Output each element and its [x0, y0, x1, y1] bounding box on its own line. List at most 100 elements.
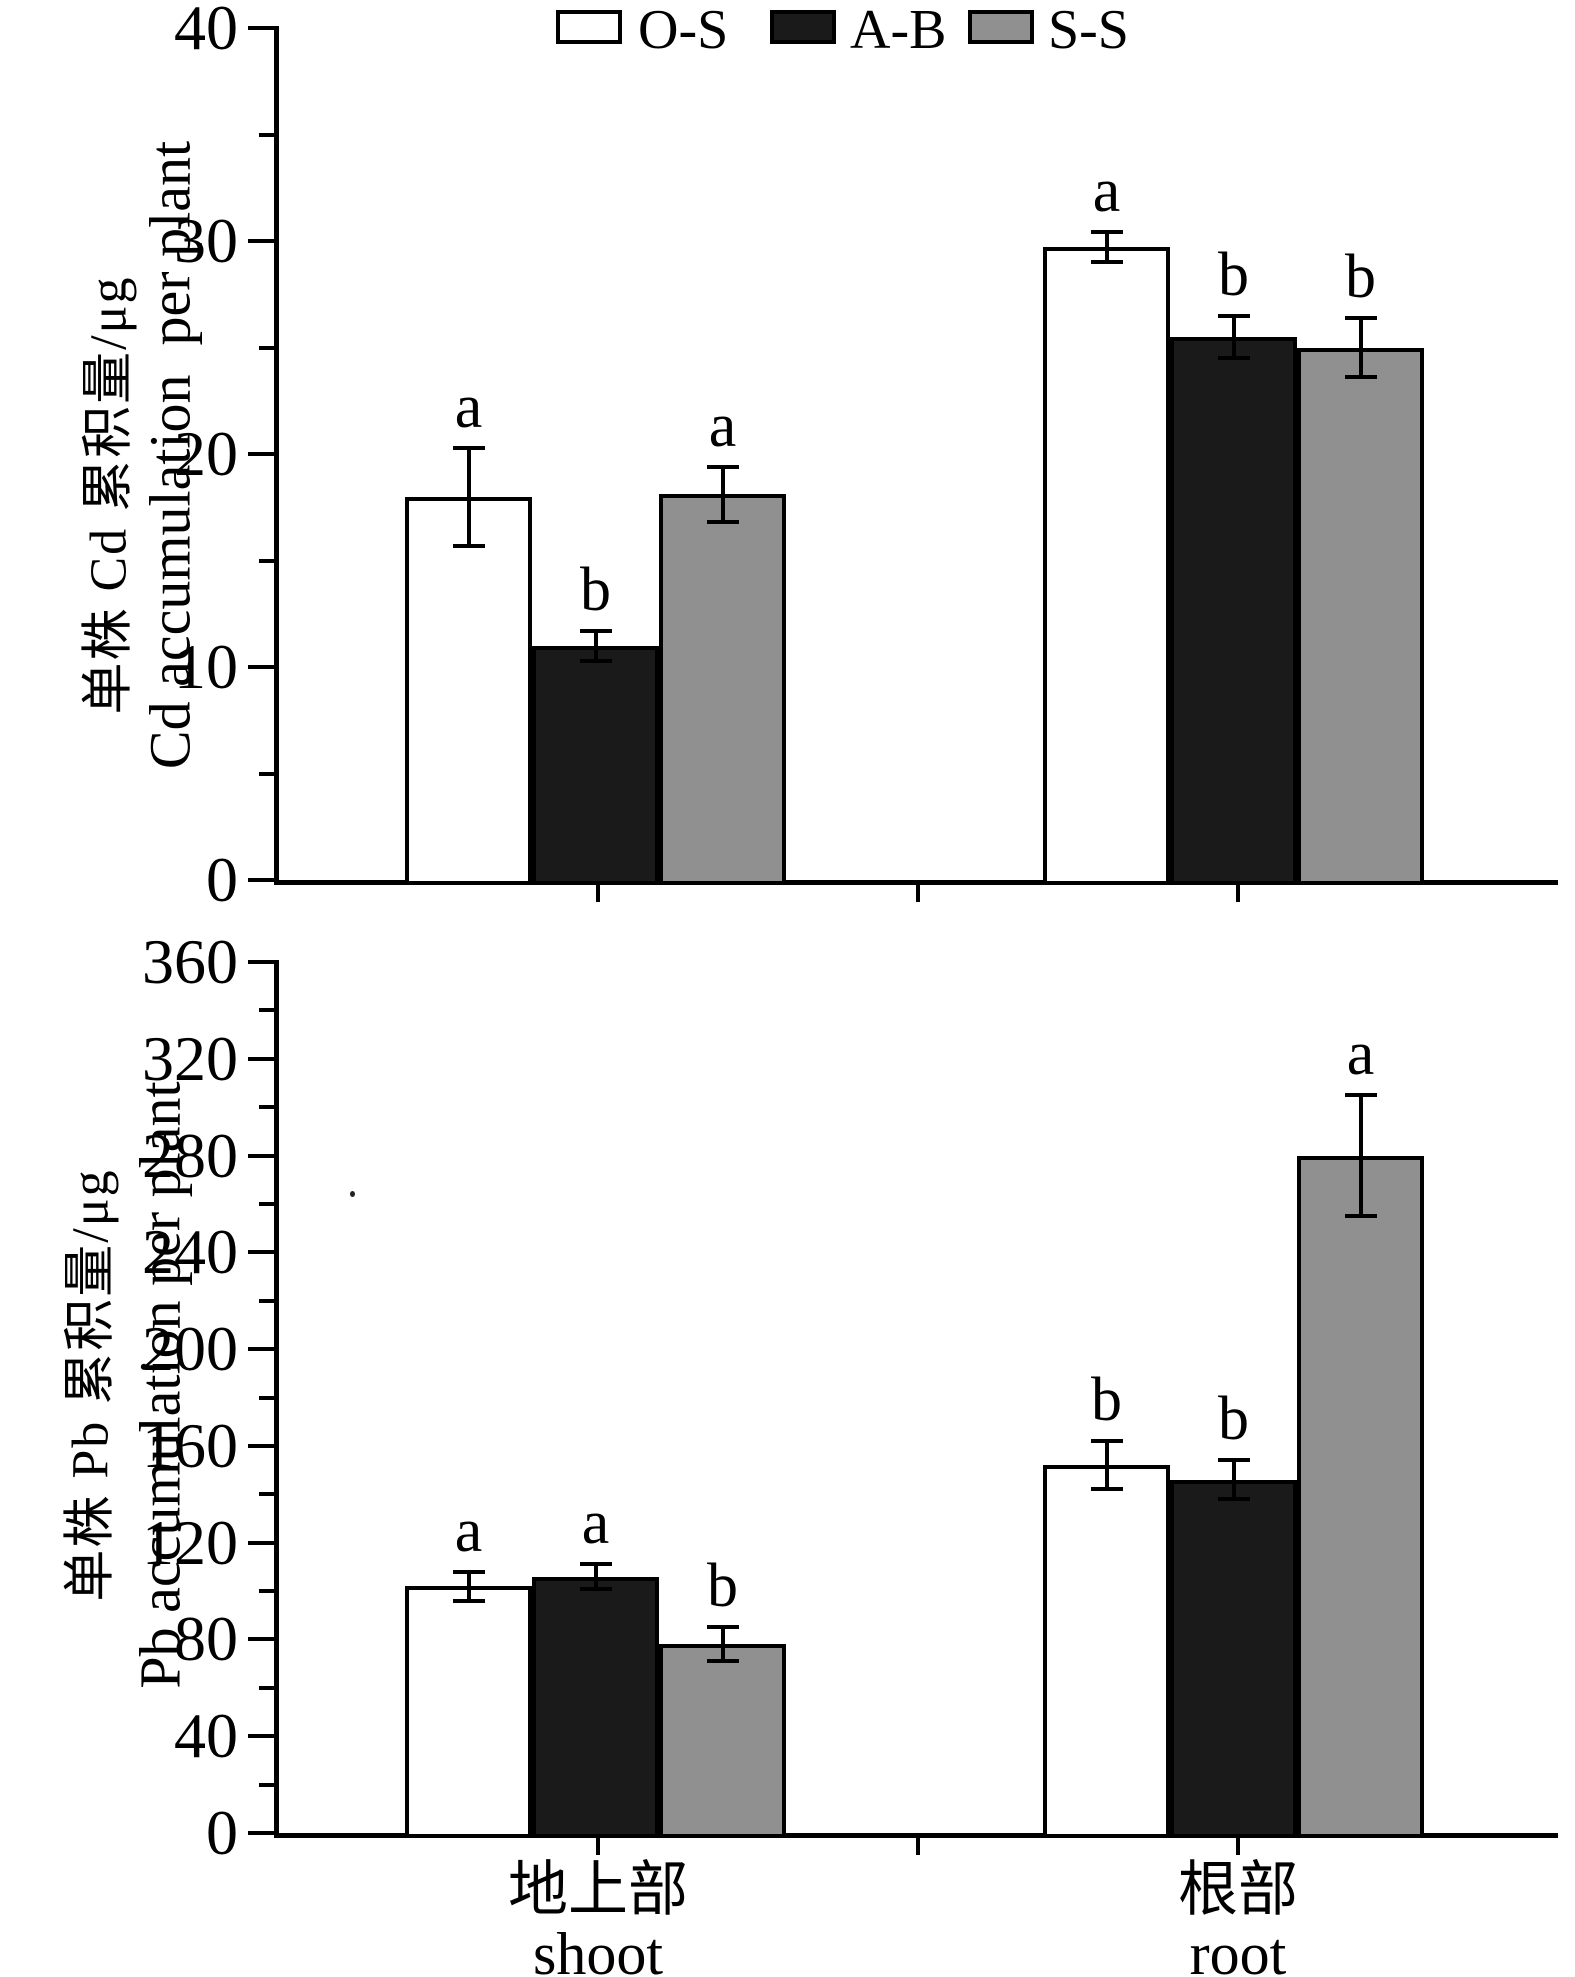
- error-bar: [1104, 1441, 1109, 1490]
- y-axis-line: [274, 960, 279, 1838]
- y-major-tick: [248, 1637, 274, 1642]
- error-bar: [1358, 317, 1363, 378]
- error-bar: [1231, 315, 1236, 359]
- significance-letter: a: [708, 391, 737, 460]
- x-category-label-zh: 地上部: [508, 1857, 688, 1923]
- error-bar: [593, 630, 598, 661]
- y-minor-tick: [259, 132, 274, 137]
- y-major-tick: [248, 1056, 274, 1061]
- significance-letter: a: [454, 1496, 483, 1565]
- error-bar-cap-top: [579, 1562, 612, 1567]
- y-minor-tick: [259, 771, 274, 776]
- x-tick: [596, 885, 600, 902]
- error-bar: [720, 466, 725, 523]
- error-bar-cap-bottom: [579, 1586, 612, 1591]
- y-major-tick: [248, 1734, 274, 1739]
- significance-letter: b: [1345, 242, 1376, 311]
- error-bar-cap-top: [1090, 230, 1123, 235]
- legend-swatch-s-s: [968, 10, 1034, 44]
- y-tick-label: 320: [142, 1022, 238, 1094]
- x-tick: [596, 1838, 600, 1855]
- error-bar: [593, 1564, 598, 1589]
- y-tick-label: 40: [174, 0, 238, 63]
- x-tick: [1236, 885, 1240, 902]
- bar-s-s-root: [1297, 347, 1424, 885]
- x-tick: [1236, 1838, 1240, 1855]
- error-bar-cap-top: [1217, 313, 1250, 318]
- error-bar-cap-top: [452, 1569, 485, 1574]
- bar-s-s-shoot: [659, 1644, 786, 1838]
- significance-letter: b: [1091, 1366, 1122, 1435]
- y-tick-label: 10: [174, 631, 238, 702]
- legend-label-o-s: O-S: [638, 0, 729, 61]
- error-bar-cap-bottom: [1090, 260, 1123, 265]
- y-major-tick: [248, 878, 274, 882]
- bar-a-b-root: [1170, 336, 1297, 885]
- error-bar-cap-bottom: [1344, 375, 1377, 380]
- y-tick-label: 40: [174, 1700, 238, 1772]
- y-tick-label: 80: [174, 1603, 238, 1675]
- error-bar-cap-bottom: [1090, 1487, 1123, 1492]
- significance-letter: b: [580, 555, 611, 624]
- error-bar-cap-top: [1217, 1458, 1250, 1463]
- significance-letter: a: [1346, 1020, 1375, 1089]
- y-major-tick: [248, 1831, 274, 1835]
- y-tick-label: 30: [174, 205, 238, 276]
- x-tick: [916, 885, 920, 902]
- x-category-label-zh: 根部: [1178, 1857, 1298, 1923]
- error-bar: [466, 447, 471, 546]
- y-minor-tick: [259, 1201, 274, 1206]
- x-axis-line: [274, 880, 1558, 885]
- y-tick-label: 0: [206, 1797, 238, 1868]
- significance-letter: b: [707, 1552, 738, 1621]
- y-minor-tick: [259, 1008, 274, 1013]
- error-bar-cap-bottom: [706, 520, 739, 525]
- error-bar-cap-bottom: [706, 1659, 739, 1664]
- error-bar-cap-top: [1090, 1439, 1123, 1444]
- error-bar-cap-top: [1344, 1093, 1377, 1098]
- error-bar-cap-bottom: [452, 543, 485, 548]
- stray-dot-artifact: [350, 1191, 355, 1197]
- error-bar-cap-bottom: [1217, 356, 1250, 361]
- bar-a-b-shoot: [532, 645, 659, 885]
- error-bar-cap-top: [452, 445, 485, 450]
- y-minor-tick: [259, 1395, 274, 1400]
- legend-label-a-b: A-B: [850, 0, 947, 61]
- error-bar-cap-top: [706, 1625, 739, 1630]
- legend-swatch-a-b: [770, 10, 836, 44]
- y-tick-label: 160: [142, 1409, 238, 1481]
- y-tick-label: 120: [142, 1506, 238, 1578]
- x-tick: [916, 1838, 920, 1855]
- error-bar: [1358, 1095, 1363, 1217]
- y-tick-label: 200: [142, 1313, 238, 1385]
- error-bar-cap-bottom: [452, 1598, 485, 1603]
- error-bar: [1231, 1460, 1236, 1500]
- y-minor-tick: [259, 1685, 274, 1690]
- y-tick-label: 360: [142, 926, 238, 997]
- y-major-tick: [248, 26, 274, 30]
- y-major-tick: [248, 960, 274, 964]
- y-minor-tick: [259, 1782, 274, 1787]
- y-minor-tick: [259, 1589, 274, 1594]
- error-bar: [720, 1627, 725, 1662]
- bar-o-s-shoot: [405, 1586, 532, 1838]
- y-tick-label: 0: [206, 844, 238, 915]
- bar-a-b-root: [1170, 1479, 1297, 1838]
- x-axis-line: [274, 1833, 1558, 1838]
- significance-letter: b: [1218, 240, 1249, 309]
- error-bar: [1104, 232, 1109, 263]
- bar-o-s-root: [1043, 1465, 1170, 1838]
- error-bar-cap-bottom: [1217, 1497, 1250, 1502]
- y-major-tick: [248, 1443, 274, 1448]
- y-minor-tick: [259, 1492, 274, 1497]
- error-bar: [466, 1571, 471, 1601]
- y-tick-label: 240: [142, 1216, 238, 1288]
- bar-s-s-shoot: [659, 494, 786, 885]
- y-major-tick: [248, 665, 274, 669]
- y-major-tick: [248, 452, 274, 456]
- y-major-tick: [248, 1153, 274, 1158]
- legend-label-s-s: S-S: [1048, 0, 1129, 61]
- error-bar-cap-top: [1344, 315, 1377, 320]
- bar-o-s-shoot: [405, 496, 532, 885]
